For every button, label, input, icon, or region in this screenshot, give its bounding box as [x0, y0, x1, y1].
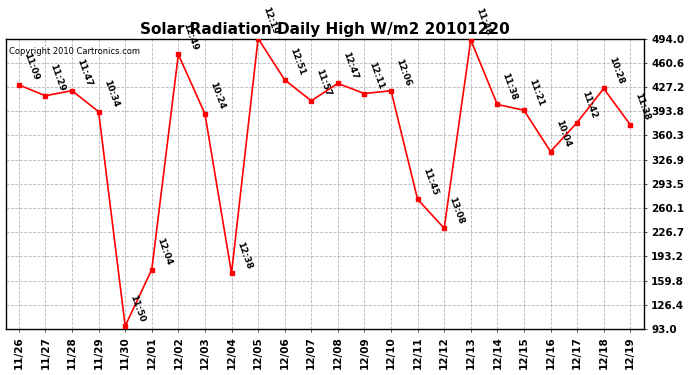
Text: Copyright 2010 Cartronics.com: Copyright 2010 Cartronics.com [9, 47, 140, 56]
Text: 10:04: 10:04 [553, 119, 572, 148]
Text: 12:49: 12:49 [181, 21, 200, 52]
Text: 11:29: 11:29 [48, 63, 67, 93]
Text: 11:48: 11:48 [474, 7, 492, 37]
Text: 11:38: 11:38 [633, 92, 651, 122]
Text: 12:51: 12:51 [288, 47, 306, 77]
Text: 12:19: 12:19 [262, 6, 279, 36]
Text: 12:06: 12:06 [394, 58, 413, 88]
Text: 10:34: 10:34 [102, 79, 120, 109]
Text: 10:28: 10:28 [607, 56, 625, 86]
Text: 12:47: 12:47 [341, 50, 359, 81]
Text: 11:57: 11:57 [315, 68, 333, 98]
Text: 12:38: 12:38 [235, 240, 253, 270]
Text: 11:42: 11:42 [580, 90, 599, 120]
Text: 11:45: 11:45 [421, 166, 439, 196]
Text: 12:04: 12:04 [155, 237, 173, 267]
Text: 11:47: 11:47 [75, 58, 94, 88]
Text: 11:50: 11:50 [128, 293, 146, 323]
Title: Solar Radiation Daily High W/m2 20101220: Solar Radiation Daily High W/m2 20101220 [139, 22, 509, 38]
Text: 11:38: 11:38 [500, 72, 519, 102]
Text: 12:11: 12:11 [368, 61, 386, 91]
Text: 13:08: 13:08 [447, 195, 466, 225]
Text: 11:09: 11:09 [22, 52, 40, 82]
Text: 11:21: 11:21 [527, 77, 545, 107]
Text: 10:24: 10:24 [208, 81, 226, 111]
